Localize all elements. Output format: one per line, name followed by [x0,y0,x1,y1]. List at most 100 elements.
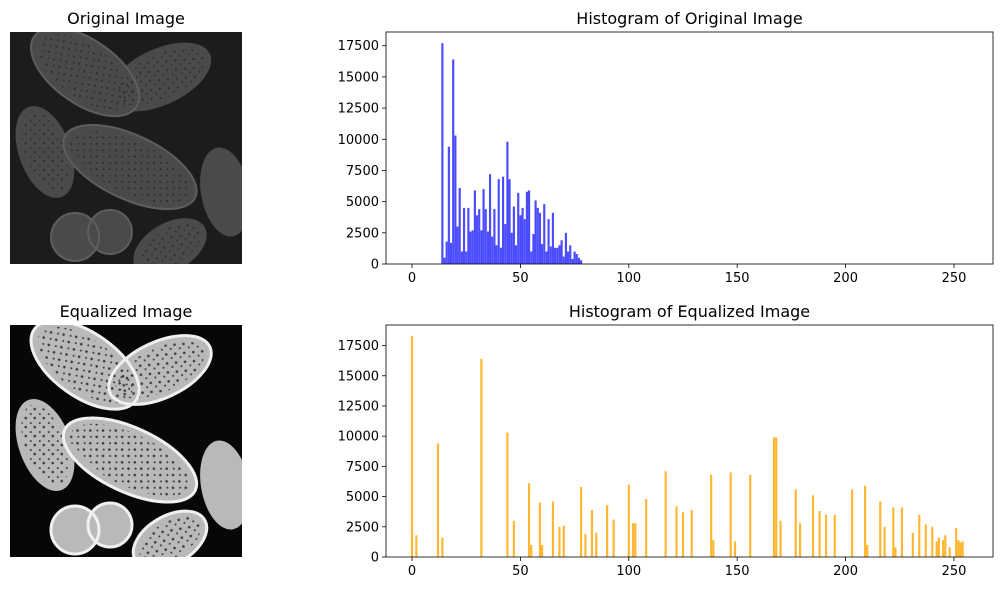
histogram-bar [554,247,557,264]
histogram-bar [569,245,572,264]
y-tick-label: 0 [371,258,379,273]
histogram-bar [527,483,531,557]
histogram-bar [510,232,513,264]
equalized-image [10,325,242,557]
histogram-bar [580,486,583,557]
pollen-grain [200,440,242,530]
histogram-bar [460,251,463,264]
histogram-bar [410,335,414,558]
grain-edge [86,501,134,549]
histogram-bar [562,525,565,557]
histogram-bar [772,437,776,558]
histogram-bar [584,534,587,557]
histogram-bar [627,484,630,557]
pore-texture [70,130,190,204]
histogram-bar [493,209,496,264]
y-tick-label: 0 [371,551,379,566]
grain-edge [49,504,101,556]
pore-texture [139,223,201,264]
histogram-bar [538,502,541,558]
histogram-bar [514,245,518,264]
histogram-bar [567,251,570,264]
histogram-bar [551,212,555,264]
histogram-bar [449,242,453,264]
histogram-bar [560,240,563,264]
histogram-bar [675,506,678,557]
histogram-bar [866,544,869,557]
equalized-image-panel: Equalized Image [10,302,242,557]
histogram-bar [538,212,541,264]
histogram-bar [495,245,498,264]
histogram-bar [491,236,494,264]
histogram-bar [577,257,581,264]
y-tick-label: 17500 [338,39,379,54]
histogram-bar [441,43,444,265]
histogram-bar [811,495,815,558]
histogram-bar [452,59,455,264]
histogram-bar [833,514,836,557]
histogram-bar [632,523,635,557]
histogram-bar [551,501,555,557]
x-tick-label: 150 [725,564,750,579]
grains-edges [29,325,213,557]
histogram-bar [512,206,515,264]
histogram-bar [543,204,546,264]
histogram-bar [562,256,565,264]
histogram-bar [957,540,960,557]
pollen-grain [200,147,242,237]
histogram-bar [480,230,483,264]
histogram-bar [590,509,594,558]
pore-texture [70,423,190,497]
original-image [10,32,242,264]
histogram-bar [931,526,934,557]
pollen-grain [51,506,99,554]
histogram-bar [506,141,509,264]
histogram-bar [944,535,947,557]
y-tick-label: 7500 [346,460,379,475]
histogram-bar [749,474,752,557]
histogram-bar [634,523,637,557]
histogram-bar [879,501,882,557]
histogram-bar [681,512,685,557]
x-tick-label: 100 [616,564,641,579]
pore-texture [139,516,201,557]
histogram-bar [532,234,535,264]
histogram-bar [527,190,531,264]
axes-frame [385,324,994,558]
axes-frame [385,31,994,265]
histogram-bar [942,540,945,557]
histogram-bar [937,537,940,557]
histogram-bar [456,226,459,264]
histogram-bar [443,257,446,264]
equalized-image-title: Equalized Image [60,302,193,321]
histogram-bar [883,526,886,557]
histogram-bar [484,209,487,264]
pore-texture [21,111,69,193]
histogram-bar [564,232,568,264]
histogram-bar [541,244,544,264]
histogram-bar [948,547,951,557]
histogram-bar [924,524,927,558]
y-tick-label: 15000 [338,369,379,384]
histogram-title: Histogram of Original Image [576,9,802,28]
histogram-bar [545,251,548,264]
histogram-bar [475,215,479,264]
histogram-bar [473,190,476,264]
x-tick-label: 100 [616,271,641,286]
x-tick-label: 0 [408,564,416,579]
histogram-bar [547,219,550,264]
histogram-bar [530,251,533,264]
y-tick-label: 5000 [346,195,379,210]
x-tick-label: 200 [833,271,858,286]
histogram-bar [436,443,440,557]
histogram-bar [664,471,667,557]
histogram-bars [441,43,583,265]
grain-edge [62,123,198,211]
pore-texture [21,404,69,486]
histogram-bar [779,520,782,557]
histogram-bar [525,191,528,264]
histogram-bar [506,432,509,557]
histogram-bar [595,532,598,557]
grain-edge [107,334,213,406]
histogram-bar [499,247,502,264]
